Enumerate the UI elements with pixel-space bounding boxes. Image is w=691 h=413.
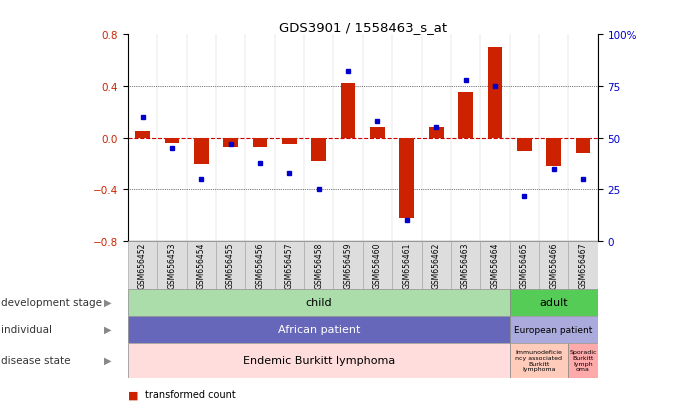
Bar bbox=[576, 138, 590, 154]
Bar bbox=[399, 138, 414, 218]
Text: GSM656466: GSM656466 bbox=[549, 242, 558, 289]
Bar bbox=[304, 242, 333, 289]
Text: GSM656463: GSM656463 bbox=[461, 242, 470, 289]
Text: GSM656464: GSM656464 bbox=[491, 242, 500, 289]
Text: GSM656453: GSM656453 bbox=[167, 242, 176, 289]
Bar bbox=[341, 84, 355, 138]
Bar bbox=[223, 138, 238, 147]
Bar bbox=[253, 138, 267, 147]
Title: GDS3901 / 1558463_s_at: GDS3901 / 1558463_s_at bbox=[278, 21, 447, 34]
Bar bbox=[509, 242, 539, 289]
Bar bbox=[216, 242, 245, 289]
Bar bbox=[429, 128, 444, 138]
Text: GSM656452: GSM656452 bbox=[138, 242, 147, 289]
Text: GSM656467: GSM656467 bbox=[578, 242, 587, 289]
Text: Sporadic
Burkitt
lymph
oma: Sporadic Burkitt lymph oma bbox=[569, 349, 597, 371]
Text: transformed count: transformed count bbox=[145, 389, 236, 399]
Bar bbox=[451, 242, 480, 289]
Bar bbox=[458, 93, 473, 138]
Bar bbox=[509, 316, 598, 343]
Bar bbox=[480, 242, 509, 289]
Bar bbox=[128, 289, 509, 316]
Bar bbox=[128, 316, 509, 343]
Text: child: child bbox=[305, 297, 332, 308]
Text: individual: individual bbox=[1, 324, 53, 335]
Bar bbox=[509, 289, 598, 316]
Bar bbox=[370, 128, 385, 138]
Text: ■: ■ bbox=[128, 412, 138, 413]
Bar bbox=[517, 138, 531, 151]
Bar bbox=[312, 138, 326, 161]
Text: Immunodeficie
ncy associated
Burkitt
lymphoma: Immunodeficie ncy associated Burkitt lym… bbox=[515, 349, 562, 371]
Text: GSM656462: GSM656462 bbox=[432, 242, 441, 289]
Text: ▶: ▶ bbox=[104, 324, 111, 335]
Text: GSM656457: GSM656457 bbox=[285, 242, 294, 289]
Text: GSM656459: GSM656459 bbox=[343, 242, 352, 289]
Text: GSM656461: GSM656461 bbox=[402, 242, 411, 289]
Bar bbox=[128, 343, 509, 377]
Text: development stage: development stage bbox=[1, 297, 102, 308]
Text: ■: ■ bbox=[128, 389, 138, 399]
Bar bbox=[568, 343, 598, 377]
Text: ▶: ▶ bbox=[104, 297, 111, 308]
Bar bbox=[135, 132, 150, 138]
Bar bbox=[509, 343, 568, 377]
Bar bbox=[547, 138, 561, 167]
Bar bbox=[422, 242, 451, 289]
Bar bbox=[164, 138, 179, 144]
Bar bbox=[157, 242, 187, 289]
Text: GSM656458: GSM656458 bbox=[314, 242, 323, 289]
Text: GSM656465: GSM656465 bbox=[520, 242, 529, 289]
Bar bbox=[282, 138, 296, 145]
Text: African patient: African patient bbox=[278, 324, 360, 335]
Bar bbox=[539, 242, 568, 289]
Bar bbox=[363, 242, 392, 289]
Text: European patient: European patient bbox=[515, 325, 593, 334]
Text: ▶: ▶ bbox=[104, 355, 111, 365]
Text: GSM656460: GSM656460 bbox=[373, 242, 382, 289]
Bar bbox=[245, 242, 274, 289]
Bar bbox=[392, 242, 422, 289]
Text: GSM656456: GSM656456 bbox=[256, 242, 265, 289]
Bar bbox=[333, 242, 363, 289]
Bar bbox=[488, 48, 502, 138]
Bar bbox=[274, 242, 304, 289]
Text: percentile rank within the sample: percentile rank within the sample bbox=[145, 412, 310, 413]
Text: GSM656455: GSM656455 bbox=[226, 242, 235, 289]
Bar bbox=[568, 242, 598, 289]
Text: disease state: disease state bbox=[1, 355, 71, 365]
Text: adult: adult bbox=[540, 297, 568, 308]
Bar bbox=[194, 138, 209, 164]
Bar bbox=[128, 242, 157, 289]
Text: GSM656454: GSM656454 bbox=[197, 242, 206, 289]
Text: Endemic Burkitt lymphoma: Endemic Burkitt lymphoma bbox=[243, 355, 395, 365]
Bar bbox=[187, 242, 216, 289]
